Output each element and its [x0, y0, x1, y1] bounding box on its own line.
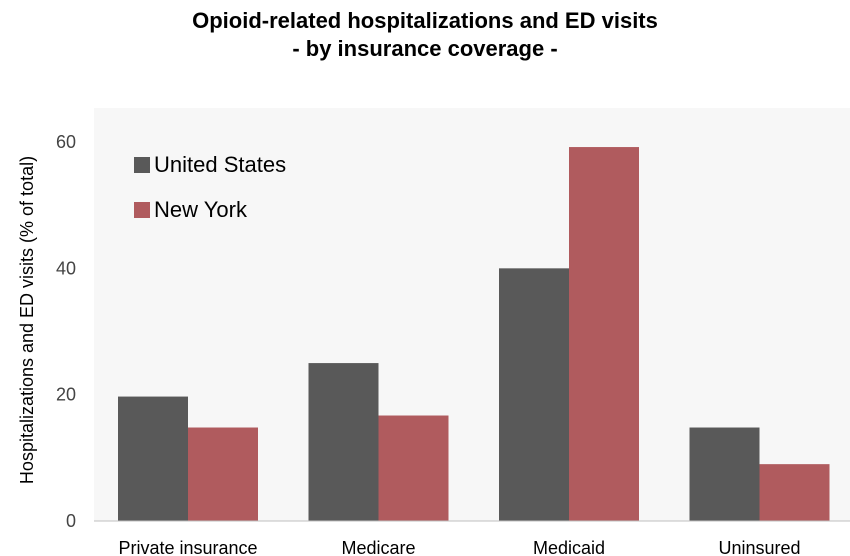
x-tick-label: Medicaid — [533, 538, 605, 556]
legend-label: United States — [154, 152, 286, 177]
y-tick-label: 40 — [56, 258, 76, 278]
bar-united-states — [118, 396, 188, 521]
bar-new-york — [759, 464, 830, 521]
y-axis-label: Hospitalizations and ED visits (% of tot… — [17, 156, 37, 484]
legend-swatch — [134, 202, 150, 218]
legend-label: New York — [154, 197, 248, 222]
bar-united-states — [308, 363, 379, 521]
bar-new-york — [378, 415, 449, 521]
y-tick-label: 20 — [56, 385, 76, 405]
y-tick-label: 60 — [56, 132, 76, 152]
x-tick-label: Medicare — [341, 538, 415, 556]
bar-united-states — [689, 427, 760, 521]
bar-united-states — [499, 268, 569, 521]
x-tick-label: Uninsured — [718, 538, 800, 556]
bar-new-york — [188, 427, 258, 521]
x-tick-label: Private insurance — [118, 538, 257, 556]
legend-swatch — [134, 157, 150, 173]
y-tick-label: 0 — [66, 511, 76, 531]
bar-new-york — [569, 147, 639, 521]
chart-subtitle: - by insurance coverage - — [292, 36, 558, 61]
chart-title: Opioid-related hospitalizations and ED v… — [192, 8, 658, 33]
